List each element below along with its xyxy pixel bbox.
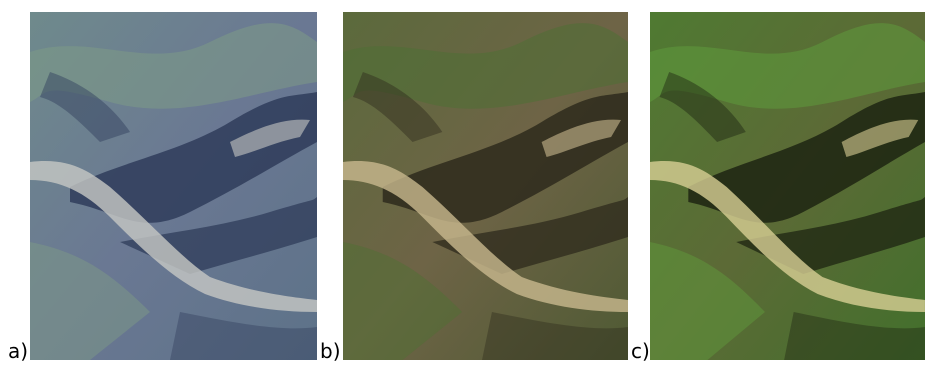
panel-b — [343, 12, 628, 360]
panel-c — [650, 12, 925, 360]
panel-label: b) — [320, 339, 341, 363]
panel-label: c) — [631, 339, 650, 363]
panel-label: a) — [8, 339, 28, 363]
figure: a) b) c) — [0, 0, 925, 363]
panel-a — [30, 12, 317, 360]
